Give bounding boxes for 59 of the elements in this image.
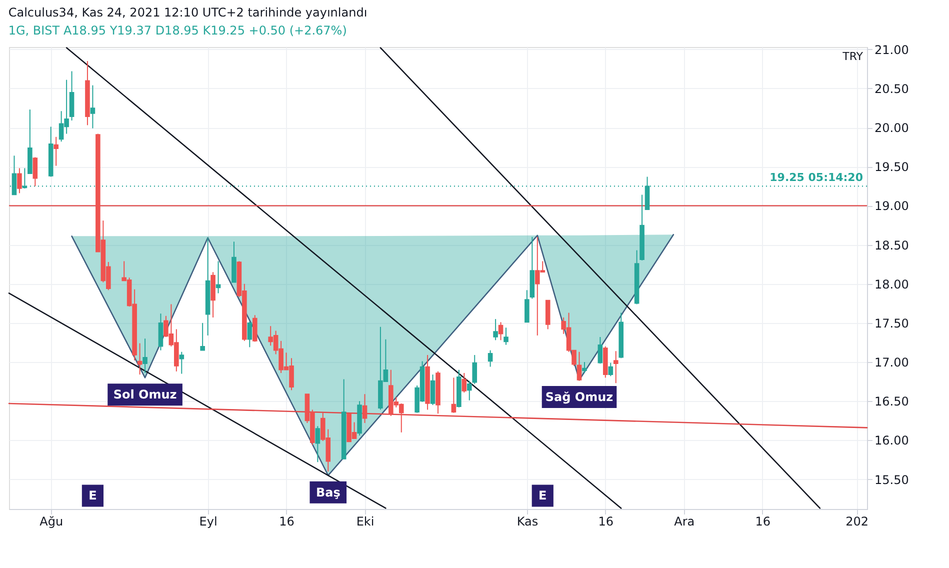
ref-line-label: 19.25 05:14:20 (770, 171, 864, 184)
candlestick (430, 374, 436, 406)
candlestick (582, 362, 587, 374)
y-tick-label: 16.50 (874, 394, 909, 409)
x-tick-label: Eki (356, 514, 374, 528)
annotation: TRY (842, 50, 864, 63)
chart-subtitle: 1G, BIST A18.95 Y19.37 D18.95 K19.25 +0.50 (+2.67%) (8, 23, 347, 38)
candlestick (158, 313, 164, 351)
candlestick (142, 338, 148, 374)
y-tick-label: 19.50 (874, 160, 909, 174)
annotation: Sol Omuz (113, 388, 177, 402)
candlestick (247, 320, 252, 348)
y-tick-label: 21.00 (874, 42, 909, 57)
candlestick (524, 290, 530, 323)
candlestick (17, 168, 22, 194)
candlestick (200, 322, 205, 351)
candlestick (466, 380, 472, 401)
candlestick (252, 314, 258, 342)
candlestick (608, 362, 614, 377)
candlestick (493, 318, 498, 341)
candlestick (472, 354, 478, 384)
candlestick (216, 260, 221, 294)
candlestick (32, 156, 38, 187)
x-tick-label: 202 (846, 514, 868, 528)
y-tick-label: 17.00 (874, 356, 909, 370)
candlestick (315, 426, 320, 463)
candlestick (488, 350, 493, 368)
y-tick-label: 18.50 (874, 238, 909, 252)
candlestick (90, 84, 96, 129)
candlestick (451, 377, 456, 414)
candlestick (613, 350, 618, 384)
candlestick (362, 394, 368, 424)
y-tick-label: 19.00 (874, 199, 909, 214)
y-tick-label: 20.00 (874, 121, 909, 136)
y-tick-label: 18.00 (874, 277, 909, 292)
candlestick (498, 322, 504, 341)
candlestick (54, 136, 58, 166)
x-tick-label: 16 (279, 514, 294, 528)
candlestick (598, 336, 603, 364)
x-tick-label: Eyl (199, 514, 218, 528)
candlestick (462, 372, 467, 394)
annotation: E (538, 488, 547, 503)
x-tick-label: Ara (674, 514, 695, 528)
chart-title: Calculus34, Kas 24, 2021 12:10 UTC+2 tarihinde yayınlandı (8, 5, 368, 20)
candlestick (576, 351, 582, 382)
y-tick-label: 20.50 (874, 82, 909, 96)
candlestick (137, 342, 142, 376)
y-tick-label: 17.50 (874, 316, 909, 330)
x-tick-label: 16 (755, 514, 771, 528)
x-tick-label: 16 (598, 514, 614, 528)
candlestick (179, 351, 184, 374)
annotation: Sağ Omuz (545, 390, 614, 404)
y-tick-label: 16.00 (874, 434, 909, 448)
candlestick (504, 327, 508, 346)
x-tick-label: Ağu (40, 514, 64, 528)
annotation: Baş (316, 485, 340, 500)
annotation: E (88, 488, 97, 503)
y-tick-label: 15.50 (874, 472, 909, 487)
x-tick-label: Kas (516, 514, 538, 528)
